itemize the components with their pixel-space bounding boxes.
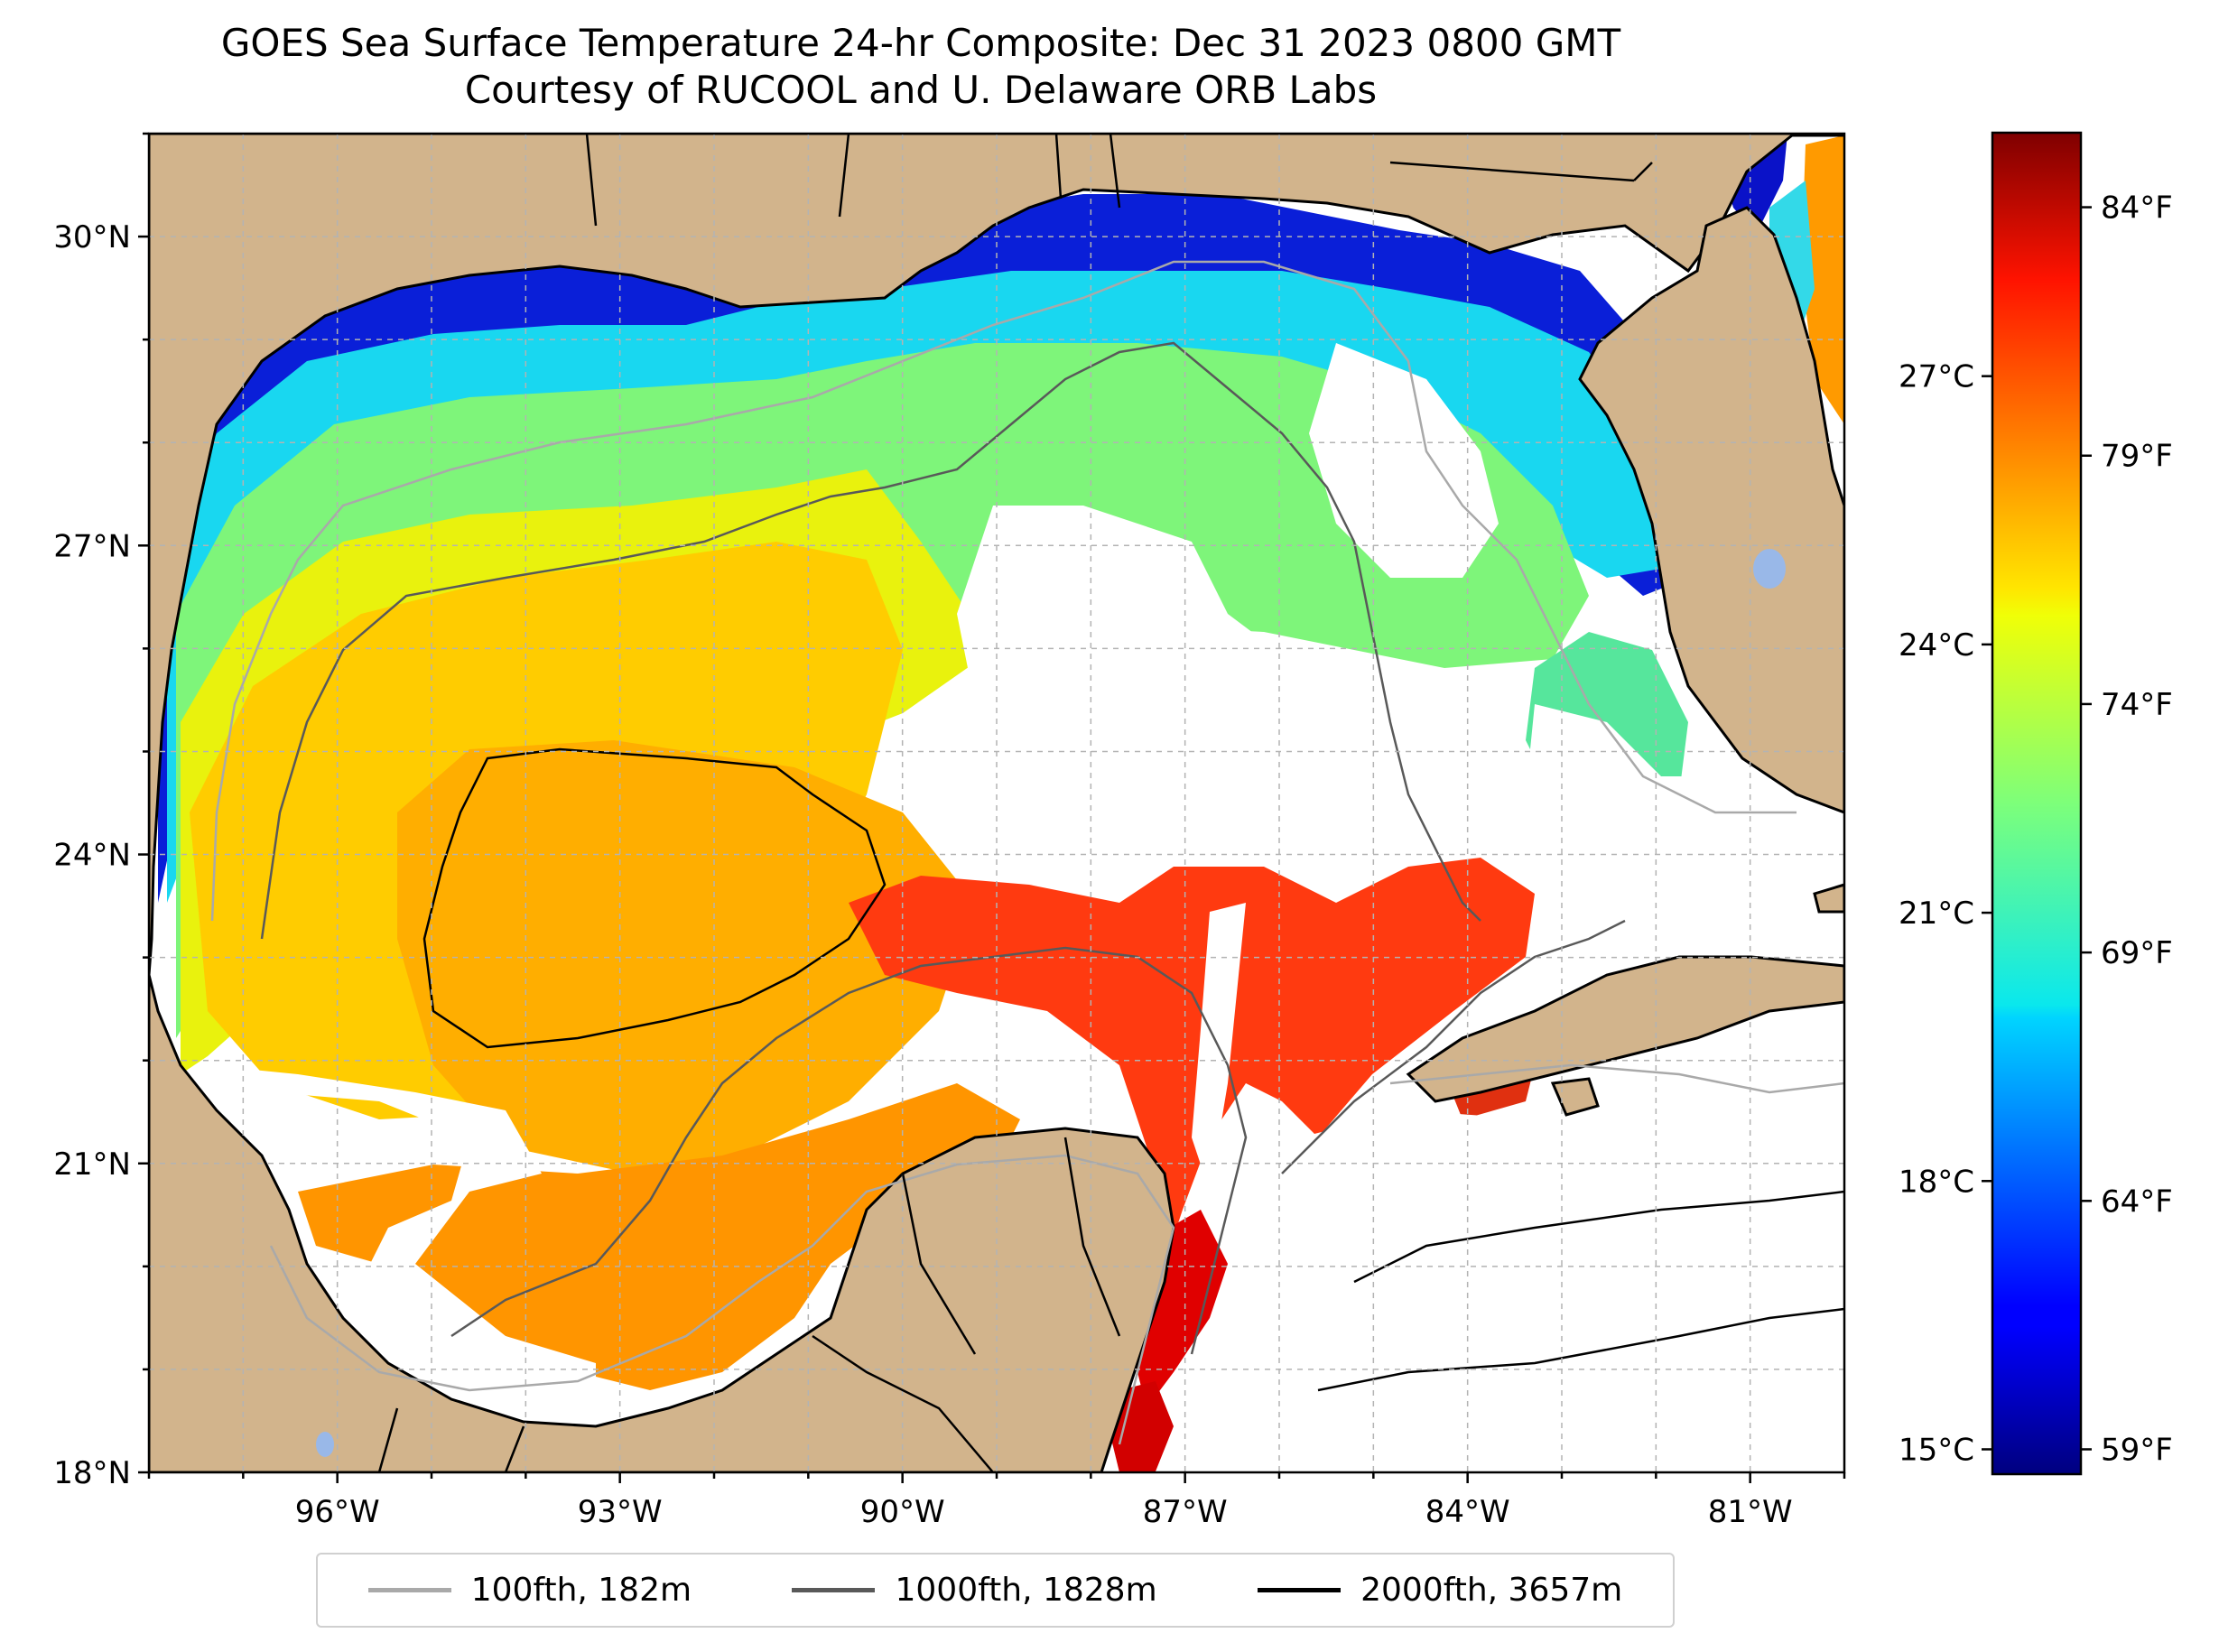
colorbar-celsius-label: 27°C [1899,359,1974,395]
legend-item-100fth: 100fth, 182m [367,1572,692,1609]
legend-swatch-1000fth [792,1588,876,1592]
cloud-gap-east [1309,343,1499,578]
lat-tick-label: 30°N [53,219,131,255]
lat-tick-label: 18°N [53,1455,131,1491]
inland-water [316,549,1786,1457]
legend-label-100fth: 100fth, 182m [470,1572,692,1609]
colorbar-fahrenheit-labels: 59°F 64°F 69°F 74°F 79°F 84°F [2101,190,2173,1469]
legend-label-1000fth: 1000fth, 1828m [895,1572,1157,1609]
cloud-gap-caribbean [1246,1101,1844,1472]
lon-tick-label: 87°W [1143,1494,1228,1530]
colorbar-fahrenheit-label: 64°F [2101,1183,2173,1220]
latitude-labels: 18°N 21°N 24°N 27°N 30°N [53,219,131,1491]
land-bahamas-key [1813,883,1844,914]
lon-tick-label: 93°W [578,1494,663,1530]
colorbar-fahrenheit-label: 69°F [2101,935,2173,971]
legend-item-1000fth: 1000fth, 1828m [792,1572,1157,1609]
cloud-gap-straits [1535,812,1844,948]
colorbar-ticks [1982,206,2092,1451]
cloud-gap-south [208,1065,596,1426]
title-line-1: GOES Sea Surface Temperature 24-hr Compo… [220,21,1621,65]
cloud-gap-florida-bay [1526,704,1697,840]
land-isla-juventud [1550,1077,1600,1117]
sst-warm-inner [397,740,975,1174]
contour-100fth [210,260,1844,1445]
colorbar-fahrenheit-label: 59°F [2101,1432,2173,1468]
colorbar-celsius-label: 24°C [1899,627,1974,664]
legend-label-2000fth: 2000fth, 3657m [1360,1572,1623,1609]
lon-tick-label: 90°W [860,1494,945,1530]
land-cuba [1406,955,1844,1103]
lake-okeechobee [1753,549,1786,589]
axis-ticks [138,132,1846,1483]
lon-tick-label: 96°W [295,1494,380,1530]
lat-tick-label: 27°N [53,528,131,564]
colorbar-fahrenheit-label: 79°F [2101,439,2173,475]
map-title: GOES Sea Surface Temperature 24-hr Compo… [0,20,1842,114]
title-line-2: Courtesy of RUCOOL and U. Delaware ORB L… [464,68,1378,112]
political-borders [377,134,1653,1472]
lon-tick-label: 81°W [1708,1494,1793,1530]
colorbar-celsius-label: 15°C [1899,1432,1974,1468]
colorbar-celsius-label: 18°C [1899,1164,1974,1200]
contour-1000fth [260,341,1626,1355]
colorbar-fahrenheit-label: 74°F [2101,687,2173,723]
legend-swatch-2000fth [1258,1588,1342,1592]
colorbar-celsius-label: 21°C [1899,896,1974,932]
border-us-states [585,134,1653,227]
colorbar-fahrenheit-label: 84°F [2101,190,2173,227]
sst-yucatan-strip [1110,1381,1174,1472]
contour-2000fth [422,747,1844,1392]
map-gridlines [149,134,1844,1472]
colorbar [1991,131,2083,1476]
border-mexico-states [377,1137,1121,1472]
colorbar-celsius-labels: 15°C 18°C 21°C 24°C 27°C [1899,359,1974,1469]
cloud-gaps [208,343,1844,1472]
lon-tick-label: 84°W [1425,1494,1510,1530]
lake-mexico [316,1432,334,1457]
land-masses [149,134,1844,1472]
legend-swatch-100fth [367,1588,451,1592]
longitude-labels: 96°W 93°W 90°W 87°W 84°W 81°W [295,1494,1793,1530]
lat-tick-label: 21°N [53,1146,131,1183]
cloud-gap-central [957,506,1372,794]
legend-item-2000fth: 2000fth, 3657m [1258,1572,1622,1609]
lat-tick-label: 24°N [53,838,131,874]
bathymetry-contours [210,260,1844,1445]
bathymetry-legend: 100fth, 182m 1000fth, 1828m 2000fth, 365… [316,1553,1675,1628]
sst-southern-orange [298,1083,1020,1390]
